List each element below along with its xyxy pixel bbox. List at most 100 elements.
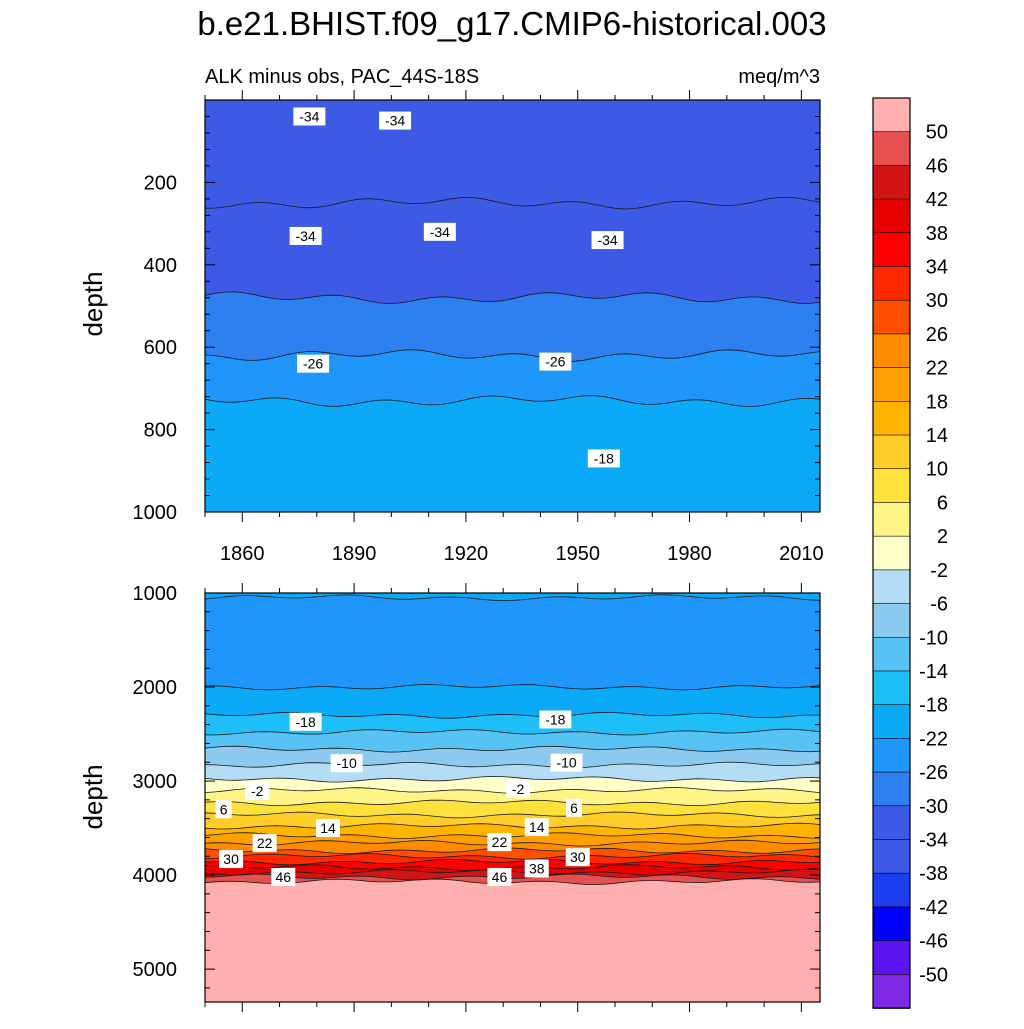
colorbar-swatch (872, 839, 911, 874)
contour-label-text: -34 (385, 113, 405, 129)
contour-label: 22 (487, 833, 512, 852)
x-tick-label: 1890 (332, 543, 377, 565)
contour-label: -2 (245, 781, 270, 800)
colorbar-frame (872, 97, 911, 1009)
contour-line (205, 196, 820, 210)
colorbar-label: -10 (919, 627, 948, 649)
y-tick-label: 800 (144, 420, 177, 442)
contour-label: 14 (524, 818, 549, 837)
contour-line (205, 684, 820, 691)
contour-label: -34 (293, 107, 326, 126)
colorbar-label: -18 (919, 695, 948, 717)
colorbar-label: 38 (926, 223, 948, 245)
colorbar-swatch (872, 569, 911, 605)
contour-label: 6 (566, 798, 582, 817)
colorbar-swatch (872, 872, 911, 908)
contour-line (205, 832, 820, 839)
y-tick-label: 1000 (133, 583, 178, 605)
contour-label-text: -10 (556, 755, 576, 771)
contour-label-box (565, 848, 590, 867)
contour-label-box (506, 780, 531, 799)
colorbar-swatch (872, 333, 911, 369)
contour-label: -34 (379, 111, 412, 130)
contour-line (205, 745, 820, 753)
contour-label-box (539, 710, 572, 729)
contour-label-text: -34 (299, 108, 319, 124)
contour-band (205, 291, 820, 364)
contour-band (205, 684, 820, 721)
colorbar-swatch (872, 434, 911, 470)
contour-label: -34 (423, 222, 456, 241)
contour-label: 6 (215, 800, 232, 819)
contour-line (205, 291, 820, 305)
contour-label: -26 (297, 354, 330, 373)
contour-line (205, 761, 820, 769)
contour-label-text: -2 (251, 783, 264, 799)
contour-label-box (245, 781, 270, 800)
contour-label: -18 (539, 710, 572, 729)
contour-label-text: -18 (296, 714, 316, 730)
lower-y-axis-label: depth (78, 764, 108, 829)
contour-label-box (587, 449, 620, 468)
contour-label-box (423, 222, 456, 241)
contour-label-box (487, 867, 512, 886)
colorbar-label: -6 (930, 594, 948, 616)
contour-label-box (550, 753, 583, 772)
colorbar-swatch (872, 805, 911, 841)
x-tick-label: 2010 (779, 543, 824, 565)
colorbar-label: -2 (930, 560, 948, 582)
contour-line (205, 728, 820, 736)
colorbar-swatch (872, 198, 911, 234)
lower-panel: -18 -18 -10 -10 -2 -2 6 6 14 14 22 22 30 30 38 46 46 1000… (133, 583, 821, 1012)
colorbar-label: -42 (919, 897, 948, 919)
colorbar-label: 2 (937, 526, 948, 548)
contour-line (205, 864, 820, 871)
contour-label-text: 14 (529, 819, 545, 835)
contour-label-box (524, 859, 549, 878)
colorbar-swatch (872, 502, 911, 537)
contour-line (205, 847, 820, 855)
contour-band (205, 594, 820, 692)
contour-label-text: 30 (570, 849, 586, 865)
colorbar-label: 46 (926, 155, 948, 177)
contour-label-text: -18 (545, 711, 565, 727)
colorbar-swatch (872, 704, 911, 740)
upper-panel: -34 -34 -34 -34 -34 -26 -26 -18 200 400 600 800 1000… (133, 90, 824, 565)
contour-line (205, 349, 820, 362)
contour-line (205, 594, 820, 602)
contour-label-box (591, 231, 624, 250)
contour-label-box (379, 111, 412, 130)
contour-label: 46 (487, 867, 512, 886)
contour-line (205, 852, 820, 860)
y-tick-label: 400 (144, 255, 177, 277)
contour-label: -2 (506, 780, 531, 799)
contour-label-box (271, 867, 296, 886)
contour-label-box (316, 819, 340, 838)
contour-line (205, 839, 820, 847)
contour-label-box (215, 800, 232, 819)
colorbar-label: 22 (926, 358, 948, 380)
contour-label-text: -18 (594, 450, 614, 466)
contour-label-box (289, 226, 322, 245)
contour-line (205, 776, 820, 783)
plot-frame (204, 592, 821, 1003)
colorbar-label: 30 (926, 290, 948, 312)
contour-label-box (289, 712, 322, 731)
x-tick-label: 1860 (220, 543, 265, 565)
contour-label-box (487, 833, 512, 852)
contour-band (205, 847, 820, 862)
x-tick-label: 1920 (444, 543, 489, 565)
contour-line (205, 799, 820, 807)
upper-y-axis-label: depth (78, 271, 108, 336)
colorbar-swatch (872, 232, 911, 268)
colorbar-label: -26 (919, 762, 948, 784)
colorbar-swatch (872, 165, 911, 200)
contour-label: -10 (550, 753, 583, 772)
contour-band (205, 100, 820, 211)
contour-label-box (293, 107, 326, 126)
contour-label-text: 46 (492, 869, 508, 885)
upper-subtitle-left: ALK minus obs, PAC_44S-18S (205, 66, 479, 88)
contour-label-text: 6 (220, 801, 228, 817)
contour-label: -34 (591, 231, 624, 250)
